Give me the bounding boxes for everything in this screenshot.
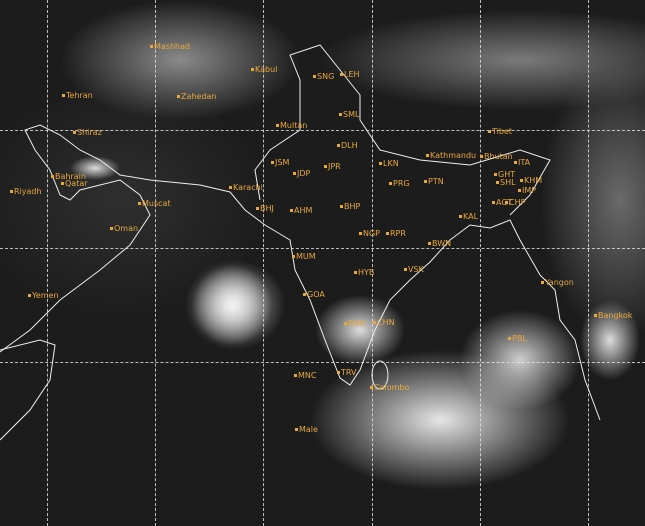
place-label: DLH xyxy=(337,141,358,150)
place-label: HYB xyxy=(354,268,374,277)
place-label: Male xyxy=(295,425,318,434)
place-label: GHT xyxy=(494,170,515,179)
place-label: AHM xyxy=(290,206,312,215)
grid-line xyxy=(0,248,645,249)
place-label: Bangkok xyxy=(594,311,632,320)
place-label: Riyadh xyxy=(10,187,42,196)
place-label: VSK xyxy=(404,265,424,274)
place-label: CHP xyxy=(505,198,525,207)
place-label: RPR xyxy=(386,229,406,238)
place-label: MUM xyxy=(292,252,316,261)
place-label: JPR xyxy=(324,162,341,171)
place-label: Yangon xyxy=(541,278,574,287)
place-label: Tehran xyxy=(62,91,93,100)
grid-line xyxy=(588,0,589,526)
place-label: LEH xyxy=(340,70,360,79)
place-label: CHN xyxy=(373,318,395,327)
place-label: Mashhad xyxy=(150,42,190,51)
grid-line xyxy=(263,0,264,526)
place-label: MNC xyxy=(294,371,316,380)
place-label: PTN xyxy=(424,177,444,186)
place-label: IMP xyxy=(518,186,536,195)
place-label: BWN xyxy=(428,239,451,248)
place-label: PRG xyxy=(389,179,410,188)
grid-line xyxy=(480,0,481,526)
place-label: Bhutan xyxy=(480,152,513,161)
grid-line xyxy=(0,362,645,363)
place-label: ITA xyxy=(514,158,530,167)
place-label: KAL xyxy=(459,212,478,221)
place-label: Colombo xyxy=(370,383,409,392)
place-label: BHP xyxy=(340,202,360,211)
place-label: JSM xyxy=(271,158,289,167)
grid-line xyxy=(47,0,48,526)
place-label: Karachi xyxy=(229,183,263,192)
place-label: Kabul xyxy=(251,65,277,74)
place-label: Tibet xyxy=(488,127,512,136)
place-label: Kathmandu xyxy=(426,151,476,160)
grid-line xyxy=(372,0,373,526)
place-label: Shiraz xyxy=(73,128,102,137)
place-label: SNG xyxy=(313,72,334,81)
place-label: Zahedan xyxy=(177,92,216,101)
place-label: PBL xyxy=(508,334,527,343)
place-label: Bahrain xyxy=(51,172,86,181)
place-label: SHL xyxy=(496,178,516,187)
place-label: Oman xyxy=(110,224,138,233)
place-label: BNG xyxy=(344,319,366,328)
place-label: LKN xyxy=(379,159,399,168)
place-label: Qatar xyxy=(61,179,88,188)
place-label: JDP xyxy=(293,169,310,178)
place-label: Yemen xyxy=(28,291,59,300)
place-label: NGP xyxy=(359,229,380,238)
grid-line xyxy=(0,130,645,131)
place-label: GOA xyxy=(303,290,325,299)
grid-line xyxy=(155,0,156,526)
place-label: Multan xyxy=(276,121,307,130)
place-label: Muscat xyxy=(138,199,171,208)
place-label: SML xyxy=(339,110,359,119)
place-label: TRV xyxy=(337,368,356,377)
place-label: KHM xyxy=(520,176,542,185)
place-label: BHJ xyxy=(256,204,274,213)
